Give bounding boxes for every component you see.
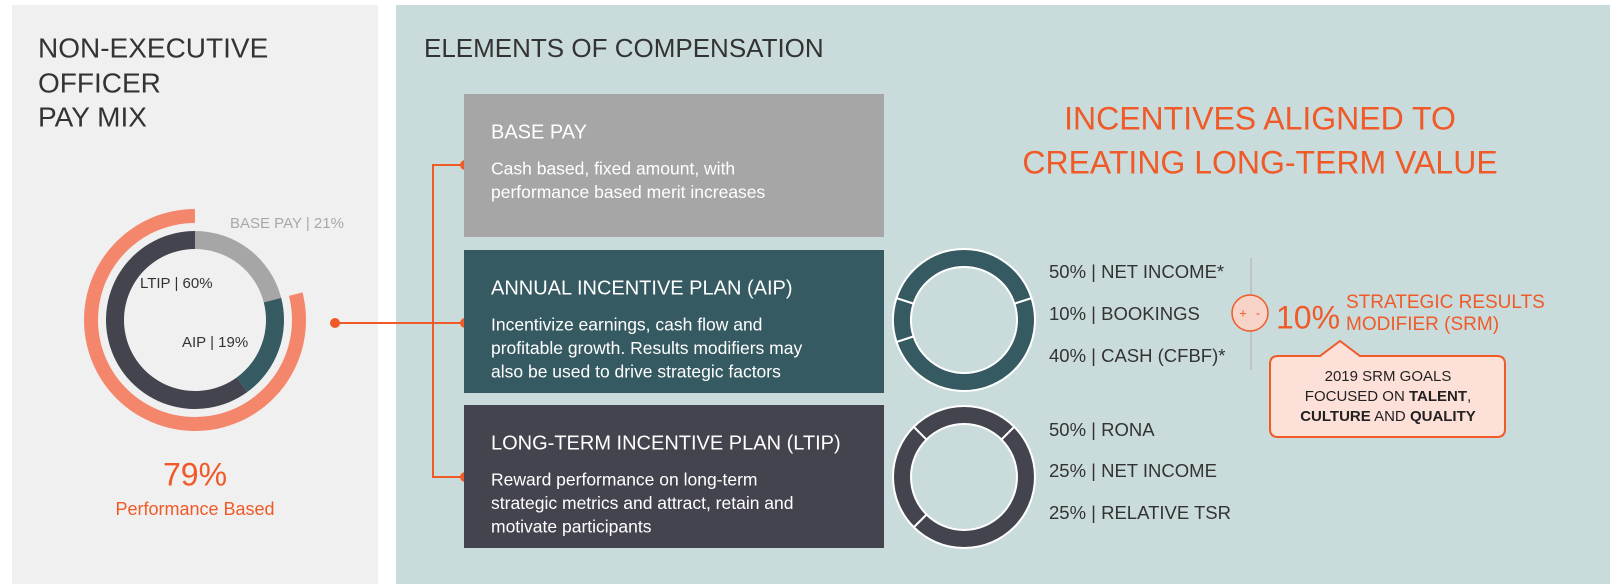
box-desc: also be used to drive strategic factors [491, 362, 781, 382]
metric-segment [912, 404, 1016, 441]
box-desc: Reward performance on long-term [491, 470, 758, 490]
callout-line: FOCUSED ON TALENT, [1305, 388, 1471, 405]
callout-line: CULTURE AND QUALITY [1300, 408, 1476, 425]
pay-mix-title: NON-EXECUTIVE OFFICER PAY MIX [38, 32, 268, 132]
box-desc: motivate participants [491, 517, 652, 537]
elements-title: ELEMENTS OF COMPENSATION [424, 33, 824, 63]
text: FOCUSED ON [1305, 388, 1409, 405]
minus: - [1256, 305, 1260, 320]
headline-line: CREATING LONG-TERM VALUE [1022, 144, 1497, 180]
performance-caption: Performance Based [115, 499, 274, 519]
metric-label: 40% | CASH (CFBF)* [1049, 345, 1225, 366]
segment-label: LTIP | 60% [140, 275, 213, 292]
text: TALENT [1409, 388, 1467, 405]
text: QUALITY [1410, 408, 1476, 425]
box-desc: Cash based, fixed amount, with [491, 159, 735, 179]
srm-title: STRATEGIC RESULTS [1346, 292, 1545, 313]
title-line: OFFICER [38, 67, 161, 98]
segment-label: BASE PAY | 21% [230, 215, 344, 232]
box-desc: strategic metrics and attract, retain an… [491, 493, 794, 513]
headline: INCENTIVES ALIGNED TO CREATING LONG-TERM… [1022, 100, 1497, 180]
pay-mix-segment [236, 297, 284, 393]
metric-donuts: 50% | NET INCOME* 10% | BOOKINGS 40% | CAS… [892, 248, 1231, 549]
box-title: BASE PAY [491, 121, 587, 143]
element-box [464, 94, 884, 237]
performance-value: 79% [163, 456, 227, 492]
callout-line: 2019 SRM GOALS [1325, 368, 1452, 385]
metric-label: 50% | NET INCOME* [1049, 261, 1224, 282]
title-line: PAY MIX [38, 101, 147, 132]
modifier-icon [1231, 294, 1269, 332]
box-title: LONG-TERM INCENTIVE PLAN (LTIP) [491, 432, 841, 454]
pay-mix-segment [105, 231, 248, 409]
metric-label: 50% | RONA [1049, 419, 1155, 440]
text: AND [1371, 408, 1410, 425]
metric-segment [892, 296, 915, 344]
title-line: NON-EXECUTIVE [38, 32, 268, 63]
text: CULTURE [1300, 408, 1371, 425]
srm-value: 10% [1276, 299, 1340, 335]
segment-label: AIP | 19% [182, 334, 248, 351]
text: , [1467, 388, 1471, 405]
metric-label: 25% | RELATIVE TSR [1049, 502, 1231, 523]
callout [1269, 339, 1506, 438]
box-desc: Incentivize earnings, cash flow and [491, 315, 762, 335]
metric-label: 10% | BOOKINGS [1049, 303, 1200, 324]
element-box [464, 405, 884, 548]
left-panel [12, 5, 378, 584]
element-box [464, 250, 884, 393]
element-boxes: BASE PAY Cash based, fixed amount, with pe… [464, 94, 884, 548]
headline-line: INCENTIVES ALIGNED TO [1064, 100, 1456, 136]
callout-text: 2019 SRM GOALS FOCUSED ON TALENT, CULTUR… [1300, 368, 1476, 425]
pay-mix-donut [84, 209, 306, 432]
box-desc: profitable growth. Results modifiers may [491, 338, 802, 358]
pay-mix-segment [195, 231, 282, 303]
box-desc: performance based merit increases [491, 182, 766, 202]
box-title: ANNUAL INCENTIVE PLAN (AIP) [491, 277, 793, 299]
srm-title: MODIFIER (SRM) [1346, 314, 1499, 335]
metric-label: 25% | NET INCOME [1049, 460, 1217, 481]
connector [335, 164, 465, 478]
metric-segment [895, 248, 1033, 305]
plus: + [1239, 305, 1247, 320]
